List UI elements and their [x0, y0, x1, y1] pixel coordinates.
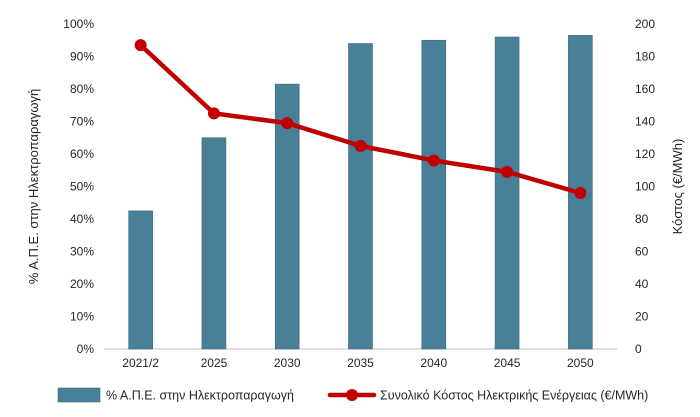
legend-line-marker: [346, 389, 358, 401]
cost-point: [354, 139, 367, 152]
cost-point: [281, 117, 294, 130]
left-tick-label: 40%: [70, 212, 94, 226]
left-axis-title: % Α.Π.Ε. στην Ηλεκτροπαραγωγή: [26, 89, 41, 284]
cost-point: [427, 154, 440, 167]
bar: [201, 137, 227, 350]
bars-layer: [128, 35, 593, 350]
right-tick-label: 20: [635, 310, 649, 324]
right-tick-label: 80: [635, 212, 649, 226]
line-layer: [134, 39, 587, 199]
cost-point: [501, 165, 514, 178]
labels-layer: 0%10%20%30%40%50%60%70%80%90%100%0204060…: [26, 17, 685, 370]
cost-point: [134, 39, 147, 52]
right-axis-title: Κόστος (€/MWh): [670, 139, 685, 235]
right-tick-label: 140: [635, 115, 655, 129]
left-tick-label: 50%: [70, 180, 94, 194]
right-tick-label: 200: [635, 17, 655, 31]
legend-bar-label: % Α.Π.Ε. στην Ηλεκτροπαραγωγή: [106, 389, 294, 403]
x-tick-label: 2021/2: [122, 356, 159, 370]
right-tick-label: 0: [635, 342, 642, 356]
right-tick-label: 120: [635, 147, 655, 161]
bar: [348, 43, 373, 350]
left-tick-label: 90%: [70, 50, 94, 64]
x-tick-label: 2050: [567, 356, 594, 370]
cost-point: [574, 187, 587, 199]
right-tick-label: 180: [635, 50, 655, 64]
left-tick-label: 20%: [70, 277, 94, 291]
x-tick-label: 2045: [494, 356, 521, 370]
left-tick-label: 30%: [70, 245, 94, 259]
left-tick-label: 100%: [63, 17, 94, 31]
left-tick-label: 80%: [70, 82, 94, 96]
bar: [128, 210, 153, 350]
right-tick-label: 160: [635, 82, 655, 96]
right-tick-label: 60: [635, 245, 649, 259]
left-tick-label: 10%: [70, 310, 94, 324]
right-tick-label: 100: [635, 180, 655, 194]
left-tick-label: 0%: [77, 342, 95, 356]
legend-line-label: Συνολικό Κόστος Ηλεκτρικής Ενέργειας (€/…: [380, 389, 648, 403]
legend-bar-swatch: [57, 387, 101, 403]
x-tick-label: 2025: [201, 356, 228, 370]
x-tick-label: 2030: [274, 356, 301, 370]
bar: [494, 36, 520, 350]
legend: % Α.Π.Ε. στην Ηλεκτροπαραγωγή Συνολικό Κό…: [57, 387, 648, 403]
x-tick-label: 2035: [347, 356, 374, 370]
bar: [421, 39, 447, 350]
x-tick-label: 2040: [420, 356, 447, 370]
cost-point: [207, 107, 220, 120]
right-tick-label: 40: [635, 277, 649, 291]
left-tick-label: 70%: [70, 115, 94, 129]
left-tick-label: 60%: [70, 147, 94, 161]
